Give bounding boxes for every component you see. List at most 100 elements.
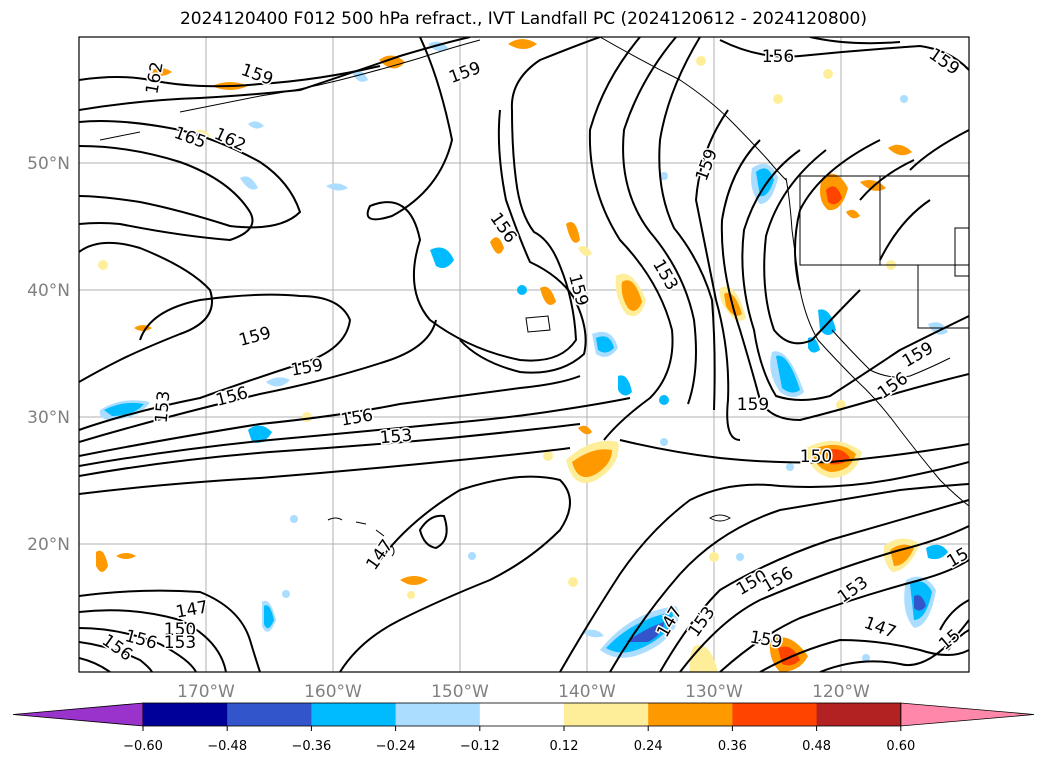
contour-line	[79, 120, 302, 229]
contour-line	[79, 641, 153, 672]
contour-label: 156	[762, 47, 794, 67]
contour-line	[79, 145, 254, 242]
lat-label: 40°N	[27, 281, 70, 301]
positive-anomaly-region	[578, 246, 592, 256]
colorbar-tick-labels: −0.60 −0.48 −0.36 −0.24 −0.12 0.12 0.24 0.36 0.4…	[123, 726, 915, 754]
contour-line	[588, 37, 674, 441]
colorbar-tick-label: −0.24	[376, 739, 416, 754]
contour-line	[809, 37, 901, 45]
contour-line	[719, 559, 969, 672]
positive-anomaly-region	[379, 55, 405, 69]
contour-line	[622, 37, 697, 405]
contour-line	[619, 439, 969, 464]
negative-anomaly-region	[626, 622, 664, 642]
positive-anomaly-region	[566, 222, 580, 243]
colorbar-segment	[648, 703, 733, 726]
contour-line	[79, 423, 581, 477]
negative-anomaly-region	[862, 654, 870, 662]
negative-anomaly-region	[659, 395, 669, 405]
contour-label: 153	[379, 426, 413, 449]
negative-anomaly-region	[914, 595, 926, 611]
positive-anomaly-region	[888, 144, 912, 156]
contour-label: 150	[164, 620, 196, 640]
negative-anomaly-region	[264, 605, 274, 629]
negative-anomaly-region	[282, 590, 290, 598]
island	[525, 315, 551, 333]
contour-line	[79, 447, 571, 495]
colorbar-segment	[12, 702, 144, 727]
contour-line	[559, 461, 969, 672]
contour-line	[339, 475, 571, 672]
lat-label: 50°N	[27, 154, 70, 174]
contour-line	[79, 397, 631, 467]
positive-anomaly-region	[490, 237, 504, 254]
colorbar-tick-label: 0.36	[718, 739, 747, 754]
contour-line	[79, 589, 261, 672]
lat-label: 20°N	[27, 535, 70, 555]
negative-anomaly-region	[786, 463, 794, 471]
colorbar-tick-label: 0.12	[550, 739, 579, 754]
latitude-labels: 50°N 40°N 30°N 20°N	[27, 154, 70, 555]
positive-anomaly-region	[773, 94, 783, 104]
positive-anomaly-region	[823, 69, 833, 79]
colorbar	[12, 702, 1035, 727]
contour-line	[879, 199, 931, 261]
map-frame-border	[78, 36, 970, 673]
contour-line	[759, 638, 969, 672]
positive-anomaly-region	[709, 552, 719, 562]
kamchatka-coastline	[99, 131, 141, 141]
negative-anomaly-region	[430, 247, 454, 268]
island	[709, 514, 731, 522]
positive-anomaly-region	[696, 56, 706, 66]
negative-anomaly-region	[248, 121, 264, 129]
positive-anomaly-region	[302, 412, 312, 422]
positive-anomaly-region	[826, 186, 842, 205]
positive-anomaly-region	[572, 449, 612, 478]
contour-label: 153	[164, 633, 196, 653]
positive-anomaly-region	[846, 209, 860, 219]
lon-label: 130°W	[685, 682, 743, 702]
colorbar-tick-label: −0.48	[207, 739, 247, 754]
contour-line	[794, 139, 881, 291]
contour-line	[859, 159, 915, 201]
negative-anomaly-region	[290, 515, 298, 523]
baja-coastline	[831, 329, 951, 378]
contour-line	[741, 149, 969, 401]
negative-anomaly-region	[248, 425, 272, 443]
height-contours	[79, 37, 969, 672]
contour-line	[658, 37, 716, 411]
colorbar-segment	[732, 703, 818, 726]
contour-line	[79, 37, 471, 111]
positive-anomaly-region	[621, 280, 642, 311]
contour-line	[79, 657, 111, 672]
negative-anomaly-region	[756, 168, 774, 197]
colorbar-segment	[564, 703, 649, 726]
positive-anomaly-region	[407, 591, 415, 599]
contour-line	[609, 483, 969, 672]
contour-line	[819, 619, 969, 672]
lat-label: 30°N	[27, 408, 70, 428]
colorbar-segment	[900, 702, 1035, 727]
contour-line	[720, 139, 969, 422]
hawaii-islands	[327, 517, 395, 557]
colorbar-segment	[227, 703, 312, 726]
colorbar-outline	[142, 702, 902, 727]
lon-label: 120°W	[812, 682, 870, 702]
colorbar-segment	[816, 703, 902, 726]
map-title: 2024120400 F012 500 hPa refract., IVT La…	[179, 9, 867, 29]
contour-line	[939, 599, 969, 631]
contour-label: 150	[800, 447, 832, 467]
coastlines	[99, 37, 969, 557]
north-america-west-coastline	[785, 177, 969, 507]
contour-line	[79, 375, 581, 457]
colorbar-segment	[479, 703, 565, 726]
positive-anomaly-region	[508, 39, 537, 49]
lon-label: 140°W	[558, 682, 616, 702]
positive-anomaly-region	[150, 68, 172, 76]
contour-line	[459, 109, 587, 374]
negative-anomaly-region	[776, 355, 800, 393]
positive-anomaly-region	[568, 577, 578, 587]
negative-anomaly-region	[104, 402, 144, 416]
contour-line	[694, 109, 741, 441]
